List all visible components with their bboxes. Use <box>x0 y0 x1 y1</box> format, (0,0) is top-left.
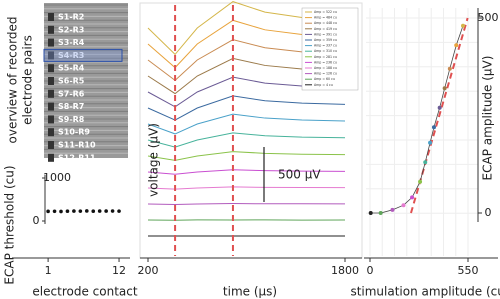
waveform <box>147 203 346 205</box>
threshold-dot <box>117 209 121 213</box>
x-tick-label: 0 <box>367 264 374 277</box>
legend-label: Amp = 484 cu <box>314 16 337 20</box>
legend <box>301 7 359 91</box>
x-tick-label: 200 <box>138 264 159 277</box>
pair-label: S12-R11 <box>58 153 96 162</box>
x-tick-label: 12 <box>112 264 126 277</box>
threshold-dot <box>78 209 83 213</box>
pair-label: S7-R6 <box>58 89 85 98</box>
growth-point <box>423 160 428 165</box>
growth-point <box>401 203 406 208</box>
pair-label: S11-R10 <box>58 141 96 150</box>
y-tick-label: 0 <box>33 214 40 227</box>
pair-marker <box>48 89 54 98</box>
legend-label: Amp = 4 cu <box>314 83 333 87</box>
selected-pair <box>43 48 123 62</box>
threshold-dot <box>52 209 57 214</box>
pair-marker <box>48 128 54 137</box>
scale-bar-label: 500 µV <box>278 168 321 182</box>
legend-label: Amp = 391 cu <box>314 32 337 36</box>
x-axis-label: time (µs) <box>223 285 277 299</box>
growth-point <box>368 211 373 215</box>
growth-point <box>410 195 415 200</box>
pair-marker <box>48 38 54 47</box>
growth-point <box>428 140 433 145</box>
pair-label: S5-R4 <box>58 64 85 73</box>
growth-point <box>431 125 436 130</box>
pair-marker <box>48 102 54 111</box>
legend-label: Amp = 448 cu <box>314 21 337 25</box>
threshold-dot <box>104 209 108 213</box>
x-tick-label: 550 <box>458 264 479 277</box>
pair-marker <box>48 153 54 162</box>
growth-point <box>378 211 383 215</box>
threshold-dot <box>59 209 63 214</box>
y-axis-label: ECAP amplitude (µV) <box>481 56 495 181</box>
growth-point <box>447 66 452 71</box>
y-tick-label: 0 <box>485 206 492 219</box>
pair-label: S8-R7 <box>58 102 84 111</box>
pair-marker <box>48 13 54 21</box>
threshold-dot <box>72 209 76 213</box>
x-tick-label: 1 <box>45 264 52 277</box>
pair-marker <box>48 115 54 124</box>
pair-label: S10-R9 <box>58 128 90 137</box>
threshold-dot <box>84 209 89 213</box>
legend-label: Amp = 126 cu <box>314 72 337 76</box>
legend-label: Amp = 522 cu <box>314 10 337 14</box>
legend-label: Amp = 359 cu <box>314 38 337 42</box>
growth-point <box>437 105 442 110</box>
waveform <box>147 113 346 135</box>
threshold-dot <box>91 209 96 213</box>
x-axis-label: electrode contact <box>32 285 137 299</box>
growth-point <box>390 207 395 212</box>
growth-point <box>418 179 423 184</box>
pair-marker <box>48 25 54 34</box>
y-axis-label: ECAP threshold (cu) <box>3 165 17 284</box>
threshold-dot <box>110 209 115 213</box>
growth-point <box>442 86 447 91</box>
overview-label: overview of recorded <box>6 17 20 144</box>
pair-label: S4-R3 <box>58 51 84 60</box>
legend-label: Amp = 281 cu <box>314 55 337 59</box>
pair-marker <box>48 141 54 149</box>
pair-label: S2-R3 <box>58 25 84 34</box>
pair-label: S1-R2 <box>58 13 84 22</box>
pair-marker <box>48 64 54 73</box>
pair-label: S9-R8 <box>58 115 85 124</box>
threshold-dot <box>97 209 102 213</box>
growth-line <box>370 25 464 214</box>
legend-label: Amp = 60 cu <box>314 77 335 81</box>
pair-marker <box>48 77 54 85</box>
x-tick-label: 1800 <box>331 264 359 277</box>
pair-label: S3-R4 <box>58 38 85 47</box>
legend-label: Amp = 188 cu <box>314 66 337 70</box>
x-axis-label: stimulation amplitude (cu) <box>350 285 500 299</box>
y-tick-label: 500 <box>478 11 499 24</box>
pair-marker <box>48 51 54 60</box>
threshold-dot <box>46 209 50 214</box>
legend-label: Amp = 337 cu <box>314 44 337 48</box>
pair-label: S6-R5 <box>58 77 85 86</box>
y-tick-label: 1000 <box>43 171 71 184</box>
growth-point <box>454 43 459 48</box>
legend-label: Amp = 236 cu <box>314 60 337 64</box>
legend-label: Amp = 419 cu <box>314 27 337 31</box>
overview-label: electrode pairs <box>21 35 35 125</box>
growth-point <box>461 23 466 28</box>
threshold-dot <box>65 209 70 213</box>
y-axis-label: voltage (µV) <box>147 123 161 197</box>
legend-label: Amp = 310 cu <box>314 49 337 53</box>
